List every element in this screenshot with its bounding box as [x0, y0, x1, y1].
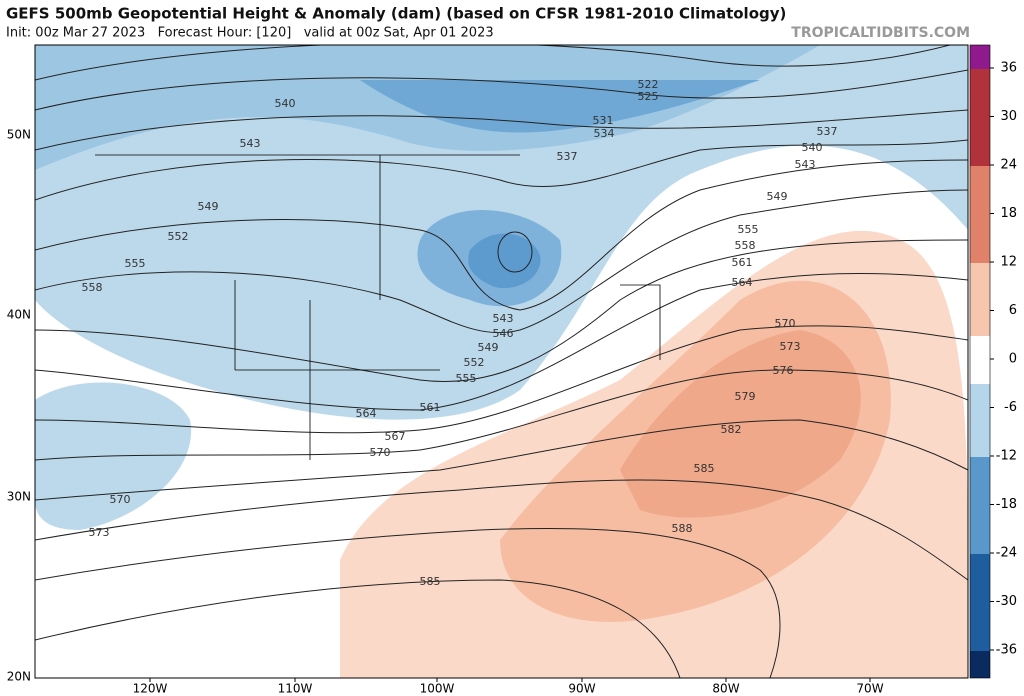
- contour-label: 570: [370, 446, 391, 459]
- contour-label: 555: [125, 257, 146, 270]
- contour-label: 540: [275, 97, 296, 110]
- contour-label: 549: [198, 200, 219, 213]
- lat-label: 30N: [7, 490, 31, 504]
- colorbar-label: -6: [1004, 400, 1017, 415]
- lat-label: 40N: [7, 308, 31, 322]
- contour-label: 534: [594, 127, 615, 140]
- lat-label: 50N: [7, 128, 31, 142]
- colorbar-label: 0: [1009, 352, 1017, 367]
- colorbar-label: 30: [1000, 109, 1017, 124]
- contour-label: 573: [89, 526, 110, 539]
- colorbar-label: 6: [1009, 303, 1017, 318]
- contour-label: 540: [802, 141, 823, 154]
- contour-label: 564: [356, 407, 377, 420]
- colorbar-label: -36: [996, 643, 1017, 658]
- contour-label: 561: [732, 256, 753, 269]
- contour-label: 585: [420, 575, 441, 588]
- lon-label: 110W: [278, 682, 313, 696]
- watermark: TROPICALTIDBITS.COM: [791, 25, 970, 41]
- contour-label: 576: [773, 364, 794, 377]
- lon-label: 120W: [133, 682, 168, 696]
- contour-label: 537: [817, 125, 838, 138]
- contour-label: 573: [780, 340, 801, 353]
- lon-label: 100W: [420, 682, 455, 696]
- contour-label: 546: [493, 327, 514, 340]
- contour-label: 537: [557, 150, 578, 163]
- subtitle: Init: 00z Mar 27 2023 Forecast Hour: [12…: [6, 26, 494, 41]
- map: [34, 44, 969, 679]
- colorbar-label: -12: [996, 449, 1017, 464]
- contour-label: 549: [767, 190, 788, 203]
- contour-label: 582: [721, 423, 742, 436]
- contour-label: 558: [82, 281, 103, 294]
- contour-label: 570: [775, 317, 796, 330]
- contour-label: 543: [795, 158, 816, 171]
- contour-label: 543: [493, 312, 514, 325]
- colorbar: [969, 44, 991, 679]
- lon-label: 70W: [856, 682, 883, 696]
- contour-label: 558: [735, 239, 756, 252]
- title: GEFS 500mb Geopotential Height & Anomaly…: [6, 5, 786, 23]
- lat-label: 20N: [7, 670, 31, 684]
- contour-label: 552: [168, 230, 189, 243]
- lon-label: 80W: [712, 682, 739, 696]
- contour-label: 555: [456, 372, 477, 385]
- contour-label: 555: [738, 223, 759, 236]
- colorbar-label: 36: [1000, 61, 1017, 76]
- lon-label: 90W: [568, 682, 595, 696]
- contour-label: 567: [385, 430, 406, 443]
- contour-label: 525: [638, 90, 659, 103]
- colorbar-label: 18: [1000, 206, 1017, 221]
- contour-label: 549: [478, 341, 499, 354]
- contour-label: 543: [240, 137, 261, 150]
- colorbar-label: -30: [996, 594, 1017, 609]
- contour-label: 570: [110, 493, 131, 506]
- colorbar-label: -24: [996, 546, 1017, 561]
- colorbar-label: 24: [1000, 158, 1017, 173]
- contour-label: 561: [420, 401, 441, 414]
- colorbar-label: 12: [1000, 255, 1017, 270]
- colorbar-label: -18: [996, 497, 1017, 512]
- contour-label: 588: [672, 522, 693, 535]
- contour-label: 531: [593, 114, 614, 127]
- contour-label: 579: [735, 390, 756, 403]
- contour-label: 522: [638, 78, 659, 91]
- contour-label: 585: [694, 462, 715, 475]
- contour-label: 552: [464, 356, 485, 369]
- contour-label: 564: [732, 276, 753, 289]
